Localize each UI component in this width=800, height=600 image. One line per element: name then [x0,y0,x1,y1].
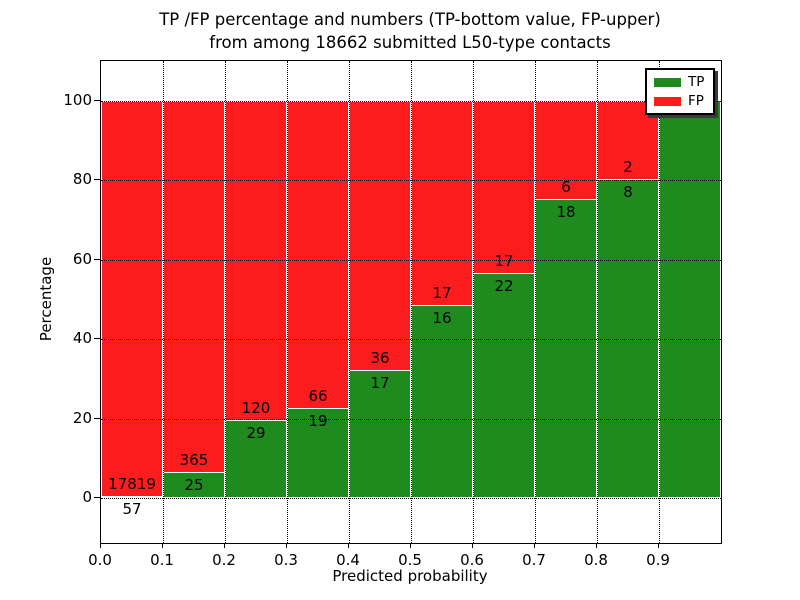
bar-segment-tp [225,420,287,498]
legend-label: TP [688,74,705,90]
gridline-vertical [225,61,226,543]
x-tick-label: 0.3 [274,551,298,569]
bar-count-label-tp: 18 [556,203,576,222]
y-axis-tick [94,179,100,181]
x-axis-tick [410,543,411,548]
x-tick-label: 0.7 [522,551,546,569]
legend-entry: TP [654,75,706,90]
x-axis-tick [162,543,163,548]
x-tick-label: 0.6 [460,551,484,569]
fp-swatch-icon [654,97,681,106]
bar-count-label-tp: 22 [494,277,514,296]
x-tick-label: 0.5 [398,551,422,569]
x-tick-label: 0.4 [336,551,360,569]
bar-segment-tp [411,305,473,498]
x-axis-label: Predicted probability [332,567,488,585]
y-axis-tick [94,338,100,340]
gridline-vertical [163,61,164,543]
bar-count-label-tp: 16 [432,308,452,327]
bar-count-label-tp: 25 [184,475,204,494]
bar-count-label-fp: 36 [370,348,390,367]
bar-segment-fp [411,101,473,306]
y-axis-tick [94,497,100,498]
x-axis-tick [534,543,535,548]
gridline-vertical [659,61,660,543]
bar-count-label-tp: 8 [623,183,633,202]
x-axis-tick [286,543,287,548]
chart-title: TP /FP percentage and numbers (TP-bottom… [100,8,720,54]
bar-count-label-fp: 6 [561,178,571,197]
bar-count-label-fp: 120 [241,398,271,417]
bar-segment-tp [535,200,597,498]
gridline-vertical [411,61,412,543]
bar-segment-tp [659,101,721,498]
gridline-vertical [473,61,474,543]
bar-count-label-tp: 19 [308,412,328,431]
gridline-horizontal [101,259,721,261]
bar-segment-fp [225,101,287,421]
gridline-horizontal [101,339,721,341]
legend-entry: FP [654,94,706,109]
bar-segment-fp [473,101,535,275]
bar-count-label-fp: 17 [494,252,514,271]
bar-count-label-fp: 17819 [108,474,156,493]
bar-count-label-fp: 2 [623,158,633,177]
y-axis-tick [94,417,100,419]
legend-label: FP [688,93,704,109]
bar-segment-fp [163,101,225,473]
x-tick-label: 0.0 [88,551,112,569]
bar-count-label-fp: 17 [432,283,452,302]
gridline-horizontal [101,418,721,420]
gridline-vertical [287,61,288,543]
y-axis-tick [94,258,100,260]
chart-title-line1: TP /FP percentage and numbers (TP-bottom… [159,10,661,29]
y-tick-label: 80 [72,170,92,189]
x-axis-tick [348,543,349,548]
gridline-vertical [535,61,536,543]
bar-count-label-tp: 29 [246,423,266,442]
plot-area: 178195736525120296619361717161722618283 [100,60,722,544]
x-axis-tick [224,543,225,548]
bar-count-label-tp: 57 [122,499,142,518]
gridline-horizontal [101,180,721,182]
gridline-horizontal [101,101,721,102]
x-axis-tick [658,543,659,548]
bar-count-label-tp: 17 [370,373,390,392]
y-tick-label: 0 [82,488,92,506]
bar-segment-tp [101,496,163,498]
bar-count-label-fp: 66 [308,387,328,406]
y-tick-label: 100 [63,91,92,109]
x-tick-label: 0.8 [584,551,608,569]
y-axis-tick [94,100,100,101]
bar-count-label-fp: 365 [179,450,209,469]
bar-segment-fp [349,101,411,371]
x-tick-label: 0.1 [150,551,174,569]
bar-segment-fp [101,101,163,497]
gridline-vertical [597,61,598,543]
y-tick-label: 20 [72,408,92,427]
y-tick-label: 60 [72,249,92,268]
gridline-horizontal [101,498,721,499]
bar-segment-tp [473,274,535,498]
x-tick-label: 0.9 [646,551,670,569]
x-axis-tick [472,543,473,548]
gridline-vertical [349,61,350,543]
chart-title-line2: from among 18662 submitted L50-type cont… [209,33,611,52]
y-tick-label: 40 [72,329,92,348]
x-axis-tick [596,543,597,548]
x-axis-tick [100,543,101,548]
x-tick-label: 0.2 [212,551,236,569]
tp-swatch-icon [654,78,681,87]
legend: TP FP [645,68,715,115]
